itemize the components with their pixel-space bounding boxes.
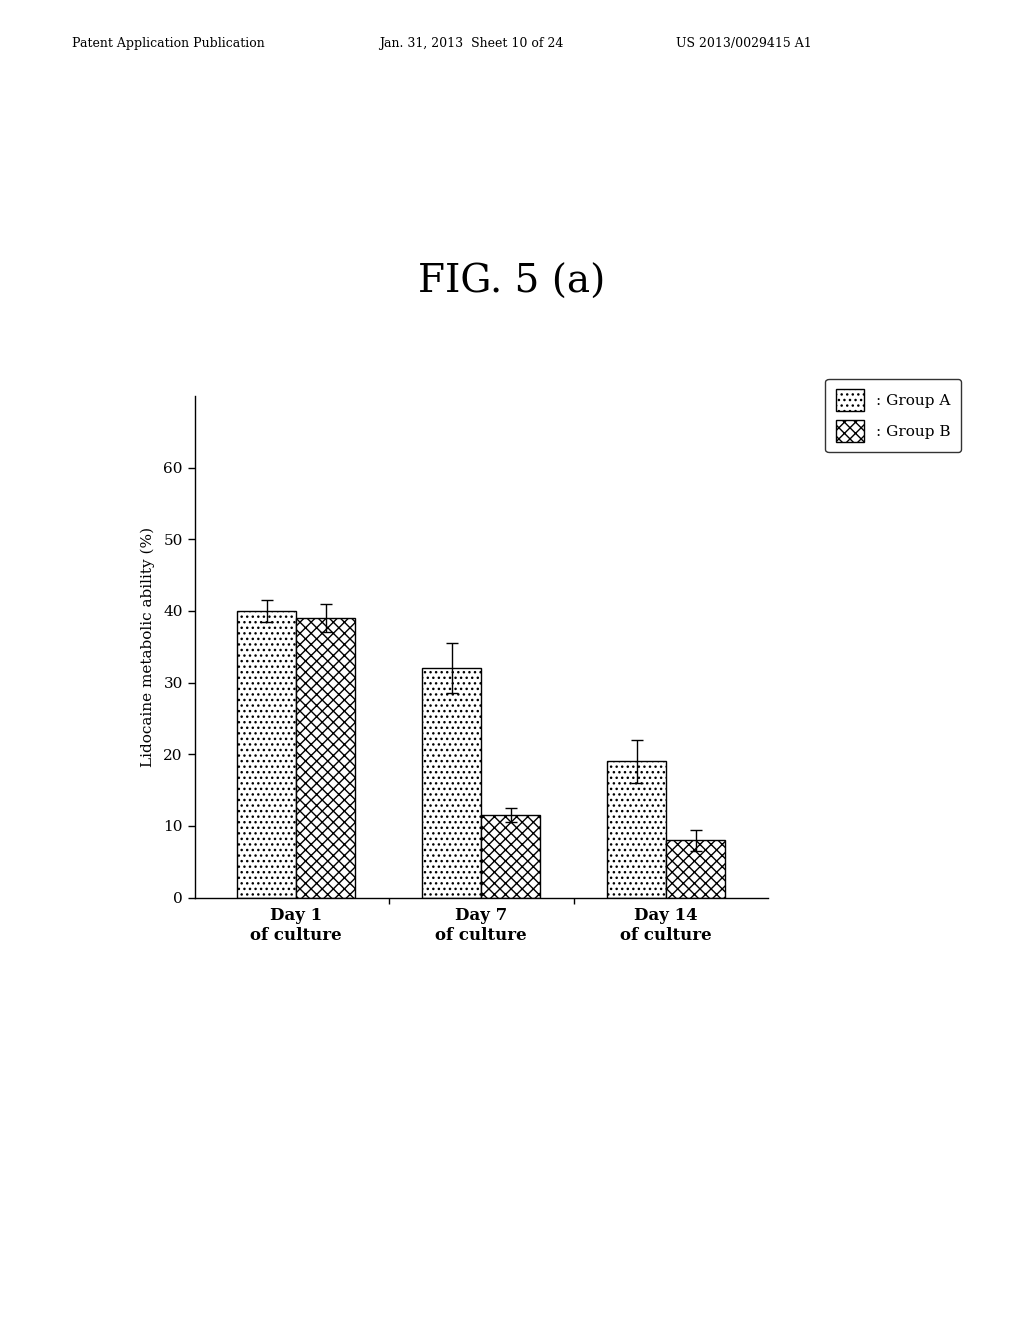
- Bar: [607, 762, 667, 898]
- Text: Jan. 31, 2013  Sheet 10 of 24: Jan. 31, 2013 Sheet 10 of 24: [379, 37, 563, 50]
- Bar: [422, 668, 481, 898]
- Text: US 2013/0029415 A1: US 2013/0029415 A1: [676, 37, 812, 50]
- Bar: [481, 816, 541, 898]
- Text: FIG. 5 (a): FIG. 5 (a): [419, 264, 605, 301]
- Y-axis label: Lidocaine metabolic ability (%): Lidocaine metabolic ability (%): [140, 527, 155, 767]
- Text: Patent Application Publication: Patent Application Publication: [72, 37, 264, 50]
- Bar: [296, 618, 355, 898]
- Bar: [238, 611, 296, 898]
- Legend: : Group A, : Group B: : Group A, : Group B: [825, 379, 962, 453]
- Bar: [667, 841, 725, 898]
